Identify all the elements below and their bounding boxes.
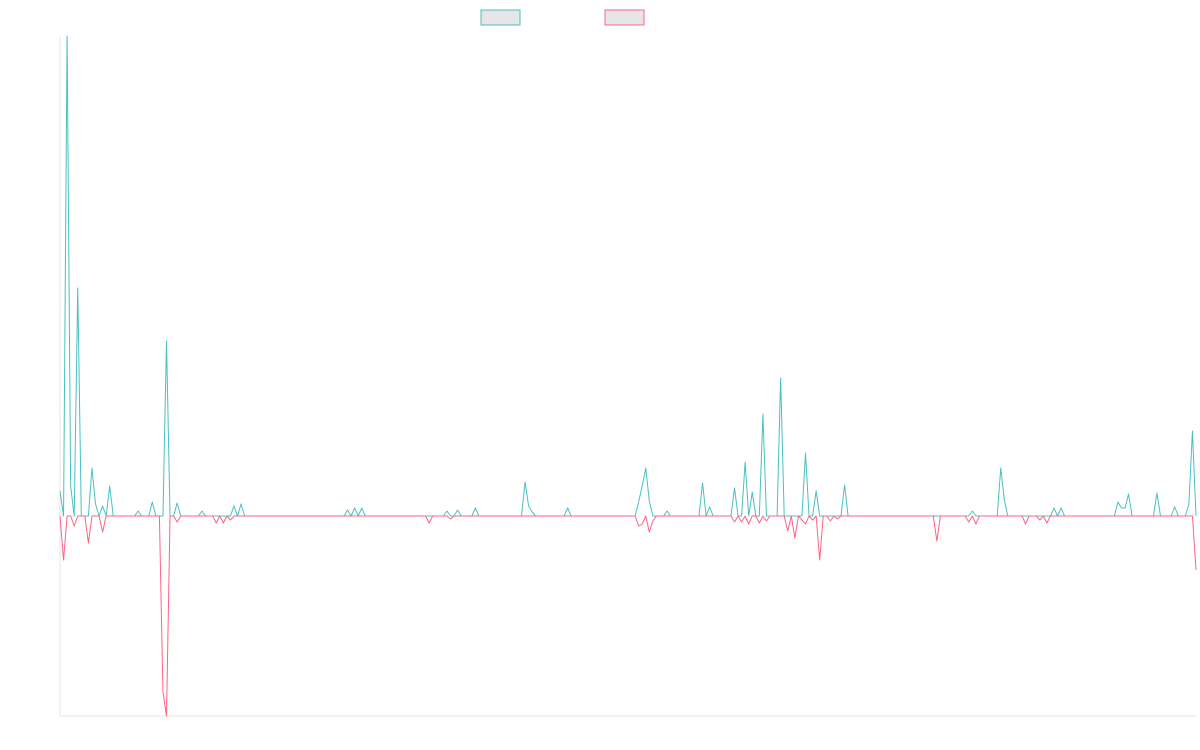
series-line-2 (59, 515, 1197, 717)
legend-item-2[interactable] (604, 9, 645, 26)
legend-item-1[interactable] (480, 9, 521, 26)
series-line-1 (59, 35, 1197, 517)
legend (480, 9, 645, 26)
series-layer (59, 35, 1197, 717)
legend-swatch-1 (480, 9, 521, 26)
legend-swatch-2 (604, 9, 645, 26)
axes (59, 36, 1196, 717)
